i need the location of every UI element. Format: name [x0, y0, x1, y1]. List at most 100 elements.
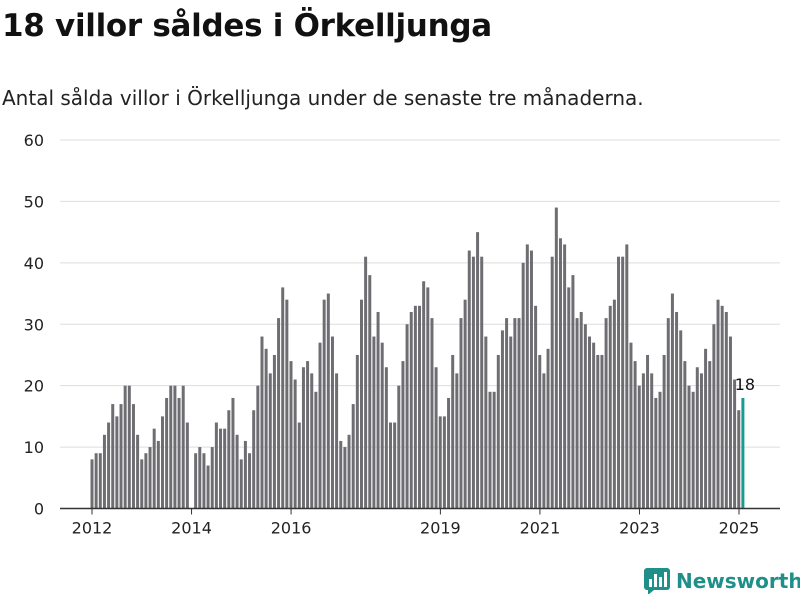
bar [617, 256, 621, 509]
bar [252, 410, 256, 509]
brand: Newsworthy [644, 568, 800, 594]
bar [210, 447, 214, 509]
bar [666, 318, 670, 509]
bar [156, 440, 160, 509]
bar [318, 342, 322, 509]
bar [248, 453, 252, 509]
bar [94, 453, 98, 509]
chart-title: 18 villor såldes i Örkelljunga [2, 8, 492, 44]
bar [384, 367, 388, 509]
x-axis: 2012 2014 2016 2019 2021 2023 2025 [60, 507, 780, 538]
bar [467, 250, 471, 509]
bar [596, 354, 600, 509]
bar [621, 256, 625, 509]
bar [219, 428, 223, 509]
bar [306, 361, 310, 509]
data-label: 18 [735, 375, 755, 394]
bar [351, 404, 355, 509]
bar [372, 336, 376, 509]
bar [658, 391, 662, 509]
bar [567, 287, 571, 509]
bar [198, 447, 202, 509]
bar [558, 238, 562, 509]
bar [442, 416, 446, 509]
x-tick-label: 2014 [171, 519, 212, 538]
bar [277, 318, 281, 509]
bar [679, 330, 683, 509]
bar [314, 391, 318, 509]
bar [123, 385, 127, 509]
bar [737, 410, 741, 509]
y-tick-label: 50 [24, 192, 44, 211]
x-tick-label: 2019 [420, 519, 461, 538]
bar [202, 453, 206, 509]
x-tick-label: 2025 [719, 519, 760, 538]
bar [144, 453, 148, 509]
bar [393, 422, 397, 509]
bar [293, 379, 297, 509]
bar [347, 434, 351, 509]
bar [699, 373, 703, 509]
bar [550, 256, 554, 509]
bar [637, 385, 641, 509]
bar [260, 336, 264, 509]
bar [459, 318, 463, 509]
bar [600, 354, 604, 509]
bar [604, 318, 608, 509]
bar [127, 385, 131, 509]
bar [563, 244, 567, 509]
bar [301, 367, 305, 509]
bar [588, 336, 591, 509]
bar [181, 385, 185, 509]
bar [542, 373, 546, 509]
bar [434, 367, 438, 509]
bars [90, 207, 745, 509]
bar [297, 422, 301, 509]
bar [177, 397, 181, 509]
bar-latest [741, 397, 745, 509]
newsworthy-logo-icon [644, 568, 670, 594]
bar [422, 281, 426, 509]
bar [554, 207, 558, 509]
bar [500, 330, 504, 509]
bar [608, 305, 612, 509]
bar [529, 250, 533, 509]
bar [136, 434, 140, 509]
brand-name: Newsworthy [676, 569, 800, 593]
bar [264, 348, 268, 509]
bar [272, 354, 276, 509]
bar [480, 256, 484, 509]
bar [455, 373, 459, 509]
bar [447, 397, 451, 509]
bar [131, 404, 135, 509]
bar [339, 440, 343, 509]
bar [521, 262, 525, 509]
bar [583, 324, 587, 509]
bar [650, 373, 654, 509]
bar [401, 361, 405, 509]
bar [592, 342, 596, 509]
bar [720, 305, 724, 509]
bar [185, 422, 189, 509]
bar [488, 391, 492, 509]
bar [326, 293, 330, 509]
y-tick-label: 0 [34, 500, 44, 519]
bar [463, 299, 467, 509]
bar [517, 318, 521, 509]
bar [625, 244, 629, 509]
annotations: 18 [735, 375, 755, 394]
y-tick-label: 20 [24, 377, 44, 396]
bar [152, 428, 156, 509]
bar [256, 385, 260, 509]
bar [733, 379, 737, 509]
bar [405, 324, 409, 509]
bar [214, 422, 218, 509]
bar [534, 305, 538, 509]
bar [289, 361, 293, 509]
y-tick-label: 40 [24, 254, 44, 273]
bar [538, 354, 542, 509]
bar [571, 275, 575, 509]
bar [169, 385, 173, 509]
bar [484, 336, 488, 509]
